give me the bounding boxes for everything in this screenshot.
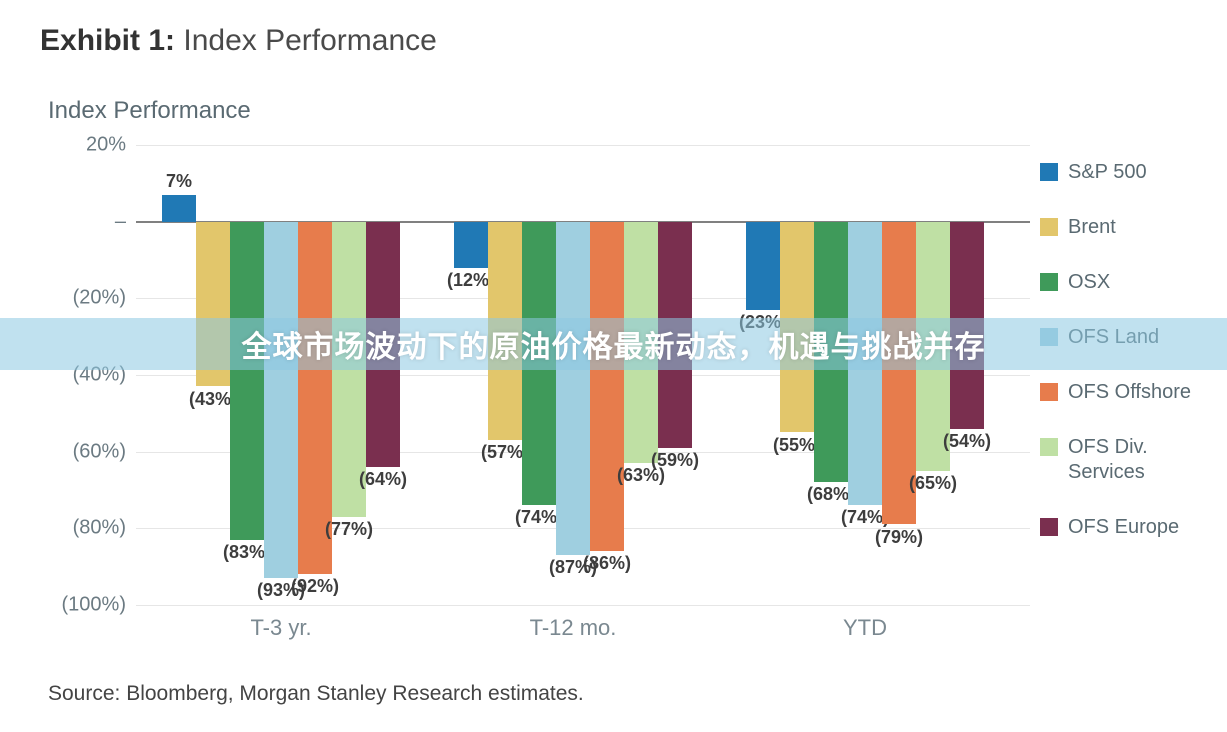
legend-label: OSX bbox=[1068, 270, 1110, 295]
y-tick-label: (100%) bbox=[62, 594, 126, 617]
watermark-overlay: 全球市场波动下的原油价格最新动态，机遇与挑战并存 bbox=[0, 318, 1227, 370]
legend-swatch bbox=[1040, 518, 1058, 536]
bar bbox=[230, 222, 264, 540]
legend-label: OFS Europe bbox=[1068, 515, 1179, 540]
legend-swatch bbox=[1040, 273, 1058, 291]
bar-value-label: (64%) bbox=[359, 469, 407, 490]
gridline bbox=[136, 145, 1030, 146]
bar bbox=[454, 222, 488, 268]
legend-label: S&P 500 bbox=[1068, 160, 1147, 185]
legend-swatch bbox=[1040, 163, 1058, 181]
y-tick-label: – bbox=[115, 210, 126, 233]
category-label: T-12 mo. bbox=[530, 615, 617, 641]
plot-area: 7%(43%)(83%)(93%)(92%)(77%)(64%)T-3 yr.(… bbox=[136, 145, 1030, 605]
legend-swatch bbox=[1040, 438, 1058, 456]
bar-value-label: (92%) bbox=[291, 576, 339, 597]
legend-label: OFS Div. Services bbox=[1068, 435, 1220, 485]
bar bbox=[162, 195, 196, 222]
y-tick-label: (20%) bbox=[73, 287, 126, 310]
legend-item: S&P 500 bbox=[1040, 160, 1220, 185]
exhibit-title: Exhibit 1: Index Performance bbox=[40, 24, 437, 58]
chart-area: 20%–(20%)(40%)(60%)(80%)(100%) 7%(43%)(8… bbox=[40, 145, 1030, 635]
y-tick-label: (80%) bbox=[73, 517, 126, 540]
bar-value-label: (79%) bbox=[875, 527, 923, 548]
bar bbox=[746, 222, 780, 310]
category-label: YTD bbox=[843, 615, 887, 641]
legend-item: Brent bbox=[1040, 215, 1220, 240]
title-prefix: Exhibit 1: bbox=[40, 24, 175, 57]
legend-swatch bbox=[1040, 383, 1058, 401]
legend-label: Brent bbox=[1068, 215, 1116, 240]
title-main: Index Performance bbox=[183, 24, 436, 57]
bar-value-label: 7% bbox=[166, 171, 192, 192]
watermark-text: 全球市场波动下的原油价格最新动态，机遇与挑战并存 bbox=[242, 322, 986, 366]
gridline bbox=[136, 605, 1030, 606]
bar-value-label: (59%) bbox=[651, 450, 699, 471]
bar-value-label: (54%) bbox=[943, 431, 991, 452]
legend-swatch bbox=[1040, 218, 1058, 236]
legend-item: OSX bbox=[1040, 270, 1220, 295]
bar-value-label: (86%) bbox=[583, 553, 631, 574]
bar bbox=[264, 222, 298, 579]
bar bbox=[556, 222, 590, 556]
chart-subtitle: Index Performance bbox=[48, 97, 251, 125]
source-text: Source: Bloomberg, Morgan Stanley Resear… bbox=[48, 682, 584, 706]
legend-item: OFS Europe bbox=[1040, 515, 1220, 540]
legend-item: OFS Offshore bbox=[1040, 380, 1220, 405]
bar bbox=[590, 222, 624, 552]
y-tick-label: 20% bbox=[86, 134, 126, 157]
y-axis: 20%–(20%)(40%)(60%)(80%)(100%) bbox=[40, 145, 136, 605]
category-label: T-3 yr. bbox=[250, 615, 311, 641]
bar-value-label: (77%) bbox=[325, 519, 373, 540]
legend-label: OFS Offshore bbox=[1068, 380, 1191, 405]
legend-item: OFS Div. Services bbox=[1040, 435, 1220, 485]
y-tick-label: (60%) bbox=[73, 440, 126, 463]
bar-value-label: (65%) bbox=[909, 473, 957, 494]
